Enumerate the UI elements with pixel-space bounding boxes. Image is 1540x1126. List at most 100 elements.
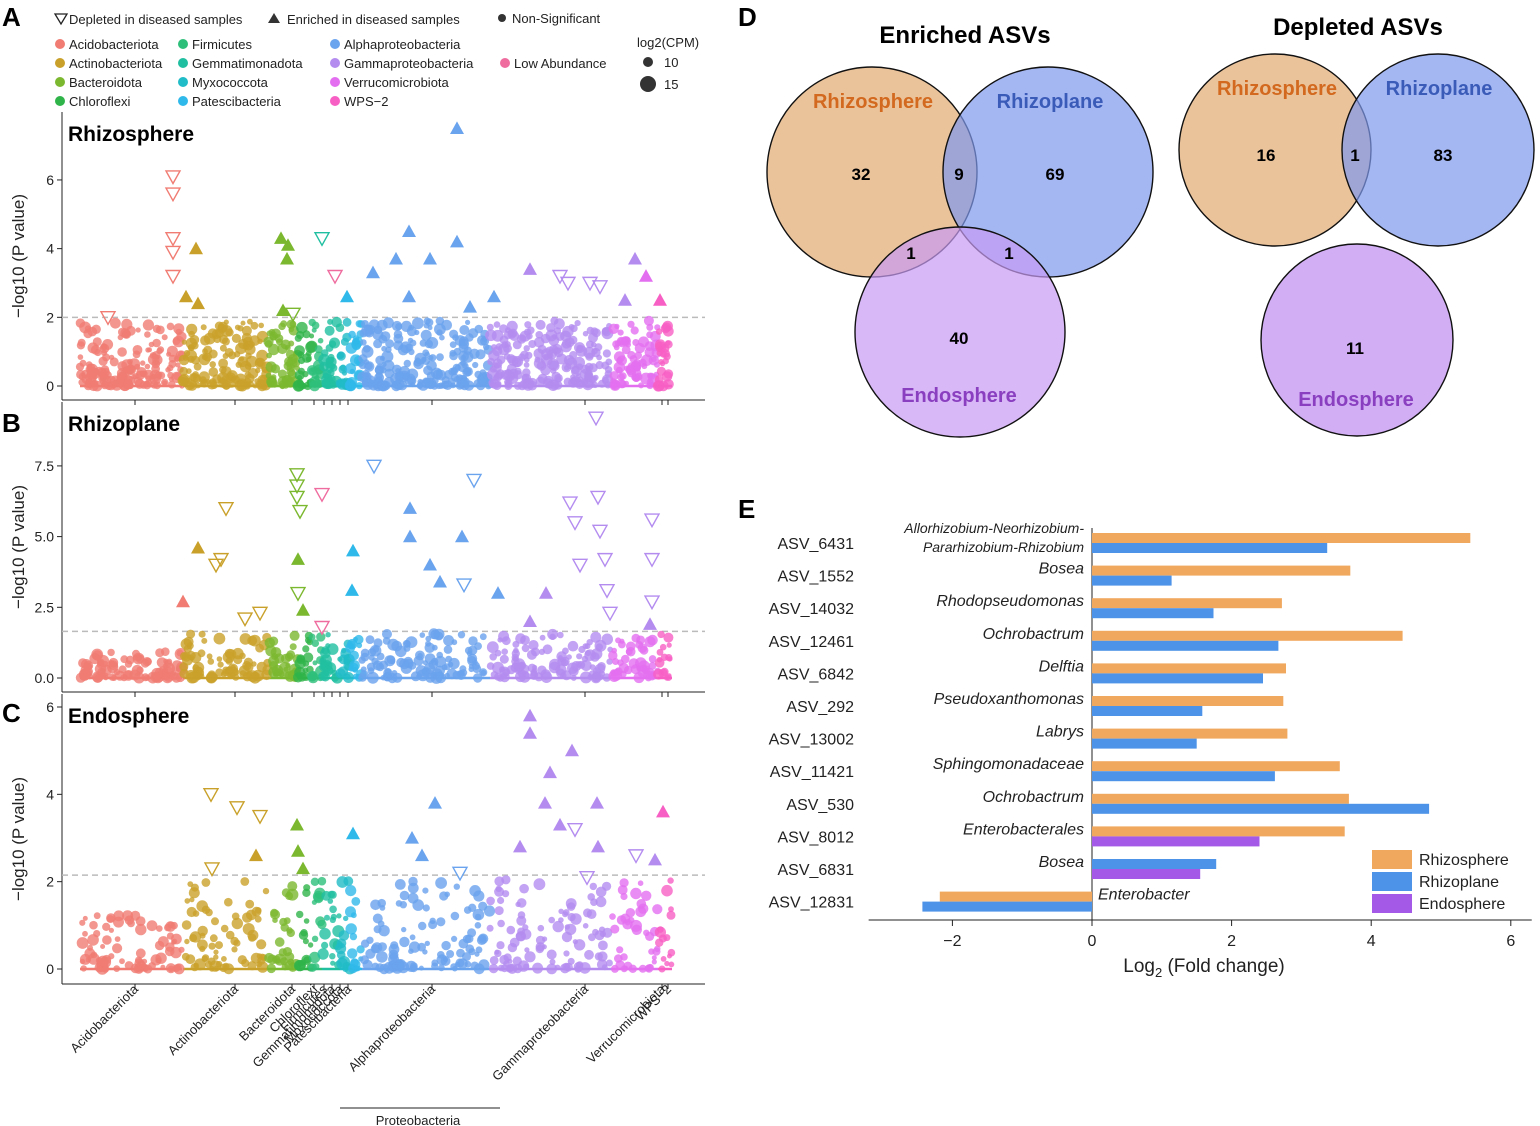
legend-dot-7: [178, 96, 188, 106]
nonsig-point: [215, 941, 223, 950]
nonsig-point: [399, 936, 410, 948]
nonsig-point: [224, 348, 234, 357]
nonsig-point: [278, 380, 287, 389]
nonsig-point: [407, 376, 417, 386]
enriched-marker: [491, 586, 505, 599]
phylum-label-0: Acidobacteriota: [67, 981, 142, 1056]
nonsig-point: [630, 887, 642, 900]
nonsig-point: [376, 363, 384, 371]
nonsig-point: [338, 930, 350, 941]
depleted-marker: [561, 496, 579, 512]
nonsig-point: [209, 934, 218, 943]
nonsig-point: [124, 332, 130, 338]
enriched-marker: [176, 594, 190, 608]
nonsig-point: [584, 369, 593, 379]
nonsig-point: [393, 330, 403, 339]
nonsig-point: [638, 382, 645, 389]
nonsig-point: [660, 956, 667, 962]
depleted-marker: [627, 849, 645, 864]
nonsig-point: [661, 371, 673, 382]
nonsig-point: [560, 341, 572, 353]
nonsig-point: [397, 344, 409, 356]
nonsig-point: [327, 318, 334, 325]
nonsig-point: [382, 629, 392, 639]
asv-label: ASV_1552: [777, 569, 854, 586]
manhattan-plots: 0 2 4 6 Rhizosphere −log10 (P value) 0.0 2.5 5.0…: [9, 112, 705, 1084]
manhattan-ylabel: −log10 (P value): [9, 194, 28, 318]
nonsig-point: [252, 383, 258, 389]
nonsig-point: [197, 925, 208, 937]
nonsig-point: [216, 960, 223, 968]
nonsig-point: [555, 332, 565, 341]
nonsig-point: [621, 345, 631, 355]
nonsig-point: [80, 965, 87, 972]
nonsig-point: [652, 380, 665, 392]
nonsig-point: [395, 372, 405, 381]
nonsig-point: [490, 671, 499, 679]
nonsig-point: [656, 648, 664, 656]
nonsig-point: [667, 877, 674, 884]
phylum-label-1: Actinobacteriota: [165, 981, 242, 1058]
nonsig-point: [324, 914, 330, 921]
nonsig-point: [589, 882, 597, 891]
nonsig-point: [617, 329, 624, 336]
nonsig-point: [285, 349, 295, 359]
nonsig-point: [648, 661, 657, 670]
enriched-marker: [463, 300, 477, 313]
depleted-marker: [164, 245, 182, 261]
nonsig-point: [296, 672, 303, 679]
nonsig-point: [153, 381, 162, 390]
asv-label: ASV_11421: [770, 764, 854, 781]
nonsig-point: [588, 933, 596, 942]
nonsig-point: [191, 355, 200, 365]
nonsig-point: [441, 940, 451, 951]
depleted-marker: [566, 516, 584, 531]
nonsig-point: [488, 349, 500, 361]
nonsig-point: [242, 923, 255, 935]
nonsig-point: [327, 898, 334, 904]
depleted-marker: [99, 311, 117, 326]
nonsig-point: [179, 668, 189, 679]
enriched-marker: [403, 529, 417, 543]
nonsig-point: [625, 920, 631, 926]
nonsig-point: [245, 355, 258, 368]
nonsig-point: [418, 921, 427, 931]
nonsig-point: [244, 662, 254, 672]
nonsig-point: [75, 362, 85, 371]
nonsig-point: [624, 665, 633, 675]
legend-dot-8: [330, 39, 340, 49]
nonsig-point: [627, 351, 636, 360]
enriched-marker: [405, 831, 419, 844]
enriched-marker: [565, 743, 579, 757]
depleted-marker: [164, 232, 182, 247]
nonsig-point: [453, 883, 460, 890]
legend-taxon-2: Bacteroidota: [69, 75, 143, 90]
nonsig-point: [320, 654, 332, 666]
nonsig-point: [362, 344, 371, 353]
nonsig-point: [605, 959, 613, 967]
nonsig-point: [610, 924, 620, 934]
nonsig-point: [181, 920, 192, 930]
nonsig-point: [211, 917, 219, 926]
size-15-dot-icon: [640, 76, 656, 92]
nonsig-point: [161, 672, 170, 681]
nonsig-point: [666, 910, 676, 920]
nonsig-point: [258, 322, 265, 329]
nonsig-point: [335, 942, 347, 955]
y-tick-label: 0.0: [35, 670, 55, 686]
nonsig-point: [225, 657, 233, 665]
nonsig-point: [512, 340, 522, 350]
nonsig-point: [148, 962, 156, 970]
nonsig-point: [230, 664, 236, 671]
venn-depleted-label-rhizosphere: Rhizosphere: [1217, 78, 1337, 100]
enriched-marker: [543, 765, 557, 779]
enriched-marker: [340, 289, 354, 303]
nonsig-point: [280, 923, 289, 932]
nonsig-point: [294, 345, 305, 356]
nonsig-point: [630, 919, 642, 932]
nonsig-point: [235, 373, 246, 385]
nonsig-point: [264, 952, 275, 963]
depleted-marker: [288, 479, 306, 495]
nonsig-point: [548, 916, 555, 924]
nonsig-point: [324, 325, 335, 336]
